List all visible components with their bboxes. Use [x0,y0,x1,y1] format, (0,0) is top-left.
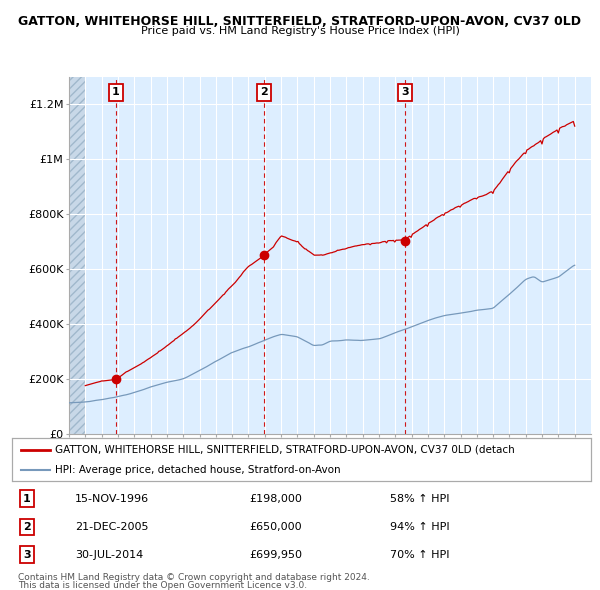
Text: GATTON, WHITEHORSE HILL, SNITTERFIELD, STRATFORD-UPON-AVON, CV37 0LD (detach: GATTON, WHITEHORSE HILL, SNITTERFIELD, S… [55,445,515,455]
Text: £198,000: £198,000 [249,494,302,503]
Text: 1: 1 [23,494,31,503]
Text: 2: 2 [23,522,31,532]
Text: 30-JUL-2014: 30-JUL-2014 [75,550,143,559]
Text: £699,950: £699,950 [249,550,302,559]
Text: 3: 3 [401,87,409,97]
Text: 94% ↑ HPI: 94% ↑ HPI [390,522,449,532]
Text: Contains HM Land Registry data © Crown copyright and database right 2024.: Contains HM Land Registry data © Crown c… [18,572,370,582]
Text: 58% ↑ HPI: 58% ↑ HPI [390,494,449,503]
Text: 15-NOV-1996: 15-NOV-1996 [75,494,149,503]
Text: 1: 1 [112,87,120,97]
Text: 2: 2 [260,87,268,97]
Text: GATTON, WHITEHORSE HILL, SNITTERFIELD, STRATFORD-UPON-AVON, CV37 0LD: GATTON, WHITEHORSE HILL, SNITTERFIELD, S… [19,15,581,28]
Text: 3: 3 [23,550,31,559]
Text: This data is licensed under the Open Government Licence v3.0.: This data is licensed under the Open Gov… [18,581,307,590]
Text: £650,000: £650,000 [249,522,302,532]
Text: Price paid vs. HM Land Registry's House Price Index (HPI): Price paid vs. HM Land Registry's House … [140,26,460,36]
Text: 21-DEC-2005: 21-DEC-2005 [75,522,149,532]
Text: 70% ↑ HPI: 70% ↑ HPI [390,550,449,559]
Text: HPI: Average price, detached house, Stratford-on-Avon: HPI: Average price, detached house, Stra… [55,465,341,474]
